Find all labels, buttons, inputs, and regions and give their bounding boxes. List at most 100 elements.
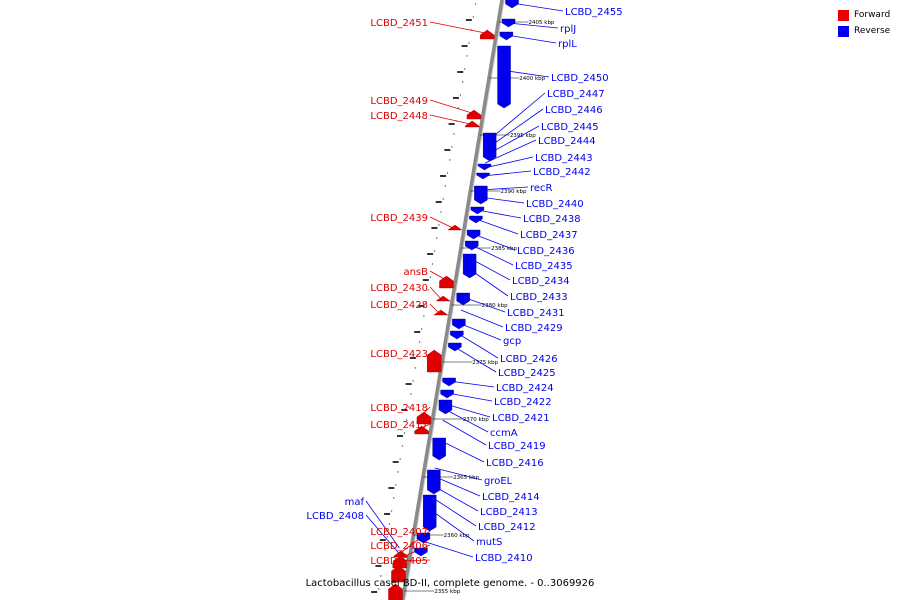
forward-gene-block bbox=[427, 349, 442, 373]
ruler-dot bbox=[399, 458, 401, 460]
genome-backbone bbox=[400, 0, 505, 600]
scale-label: 2395 kbp bbox=[510, 133, 536, 139]
reverse-gene-label: ccmA bbox=[490, 428, 518, 439]
reverse-gene-label: LCBD_2421 bbox=[492, 413, 550, 424]
reverse-gene-label: LCBD_2443 bbox=[535, 153, 593, 164]
reverse-leader bbox=[475, 218, 519, 235]
reverse-leader bbox=[508, 22, 559, 29]
reverse-leader bbox=[477, 209, 522, 219]
ruler-dot bbox=[384, 549, 386, 551]
reverse-gene-label: rplL bbox=[558, 39, 577, 50]
reverse-gene-label: LCBD_2429 bbox=[505, 323, 563, 334]
reverse-leader bbox=[433, 475, 481, 497]
ruler-dot bbox=[403, 432, 406, 434]
ruler-dot bbox=[397, 471, 399, 473]
reverse-gene-label: groEL bbox=[484, 476, 513, 487]
reverse-gene-block bbox=[416, 532, 431, 544]
reverse-leader bbox=[460, 309, 504, 328]
reverse-gene-block bbox=[448, 342, 462, 352]
scale-label: 2385 kbp bbox=[491, 246, 517, 252]
forward-gene-label: LCBD_2448 bbox=[370, 111, 428, 122]
ruler-dot bbox=[436, 237, 438, 239]
ruler-dot bbox=[388, 523, 391, 525]
forward-leader bbox=[429, 303, 440, 314]
forward-gene-block bbox=[414, 425, 429, 435]
reverse-gene-label: LCBD_2435 bbox=[515, 261, 573, 272]
reverse-gene-label: LCBD_2413 bbox=[480, 507, 538, 518]
ruler-dot bbox=[395, 484, 397, 486]
ruler-dot bbox=[446, 172, 449, 174]
ruler-dot bbox=[466, 55, 468, 57]
reverse-gene-block bbox=[440, 389, 454, 399]
reverse-gene-block bbox=[466, 229, 481, 240]
reverse-gene-block bbox=[462, 253, 477, 279]
forward-gene-label: LCBD_2423 bbox=[370, 349, 428, 360]
reverse-leader bbox=[484, 156, 534, 169]
legend-item-forward: Forward bbox=[838, 8, 900, 22]
scale-label: 2375 kbp bbox=[472, 360, 498, 366]
reverse-leader bbox=[454, 346, 497, 373]
reverse-gene-label: LCBD_2419 bbox=[488, 441, 546, 452]
reverse-leader bbox=[473, 233, 516, 251]
reverse-gene-block bbox=[469, 215, 483, 224]
reverse-gene-label: LCBD_2426 bbox=[500, 354, 558, 365]
ruler-dot bbox=[418, 341, 421, 343]
forward-gene-block bbox=[439, 275, 454, 289]
reverse-gene-label: LCBD_2445 bbox=[541, 122, 599, 133]
reverse-gene-label: LCBD_2416 bbox=[486, 458, 544, 469]
gene-features bbox=[388, 0, 519, 600]
ruler-dot bbox=[410, 393, 412, 395]
reverse-gene-block bbox=[423, 494, 437, 532]
reverse-gene-label: maf bbox=[345, 497, 365, 508]
forward-leader bbox=[429, 99, 473, 114]
reverse-leader bbox=[471, 244, 514, 266]
forward-gene-label: LCBD_2428 bbox=[370, 300, 428, 311]
ruler-dot bbox=[425, 302, 427, 304]
reverse-gene-block bbox=[438, 399, 453, 415]
ruler-dot bbox=[459, 94, 462, 96]
reverse-gene-block bbox=[482, 132, 497, 162]
ruler-dot bbox=[401, 445, 404, 447]
legend-swatch-forward bbox=[838, 9, 849, 21]
reverse-gene-block bbox=[505, 0, 519, 9]
reverse-gene-block bbox=[450, 330, 464, 340]
forward-leader bbox=[429, 270, 445, 280]
reverse-leader bbox=[458, 322, 502, 341]
reverse-gene-label: LCBD_2425 bbox=[498, 368, 556, 379]
ruler-dot bbox=[393, 497, 395, 499]
forward-gene-block bbox=[433, 309, 449, 316]
forward-gene-block bbox=[392, 557, 407, 569]
reverse-gene-block bbox=[474, 185, 488, 205]
reverse-leader bbox=[488, 92, 546, 141]
ruler-dot bbox=[416, 354, 419, 356]
reverse-gene-label: LCBD_2434 bbox=[512, 276, 570, 287]
reverse-leader bbox=[447, 392, 493, 402]
reverse-leader bbox=[485, 139, 537, 164]
forward-gene-block bbox=[391, 565, 406, 583]
forward-leader bbox=[429, 286, 442, 300]
reverse-leader bbox=[506, 34, 557, 44]
ruler-dot bbox=[390, 510, 393, 512]
reverse-gene-block bbox=[442, 377, 456, 387]
reverse-gene-block bbox=[501, 18, 516, 28]
forward-gene-label: LCBD_2451 bbox=[370, 18, 428, 29]
reverse-leader bbox=[434, 467, 483, 481]
reverse-gene-block bbox=[499, 31, 514, 41]
reverse-gene-label: LCBD_2440 bbox=[526, 199, 584, 210]
forward-gene-block bbox=[388, 583, 403, 600]
ruler-dot bbox=[440, 211, 442, 213]
scale-label: 2380 kbp bbox=[482, 303, 508, 309]
reverse-gene-label: LCBD_2444 bbox=[538, 136, 596, 147]
forward-gene-label: LCBD_2430 bbox=[370, 283, 428, 294]
legend-swatch-reverse bbox=[838, 25, 849, 37]
ruler-dot bbox=[405, 419, 408, 421]
reverse-gene-label: LCBD_2422 bbox=[494, 397, 552, 408]
forward-gene-block bbox=[464, 120, 480, 128]
legend: Forward Reverse bbox=[838, 8, 900, 40]
reverse-gene-label: LCBD_2414 bbox=[482, 492, 540, 503]
reverse-leader bbox=[456, 332, 499, 359]
reverse-gene-label: LCBD_2438 bbox=[523, 214, 581, 225]
reverse-gene-block bbox=[497, 45, 511, 109]
ruler-dot bbox=[431, 263, 434, 265]
